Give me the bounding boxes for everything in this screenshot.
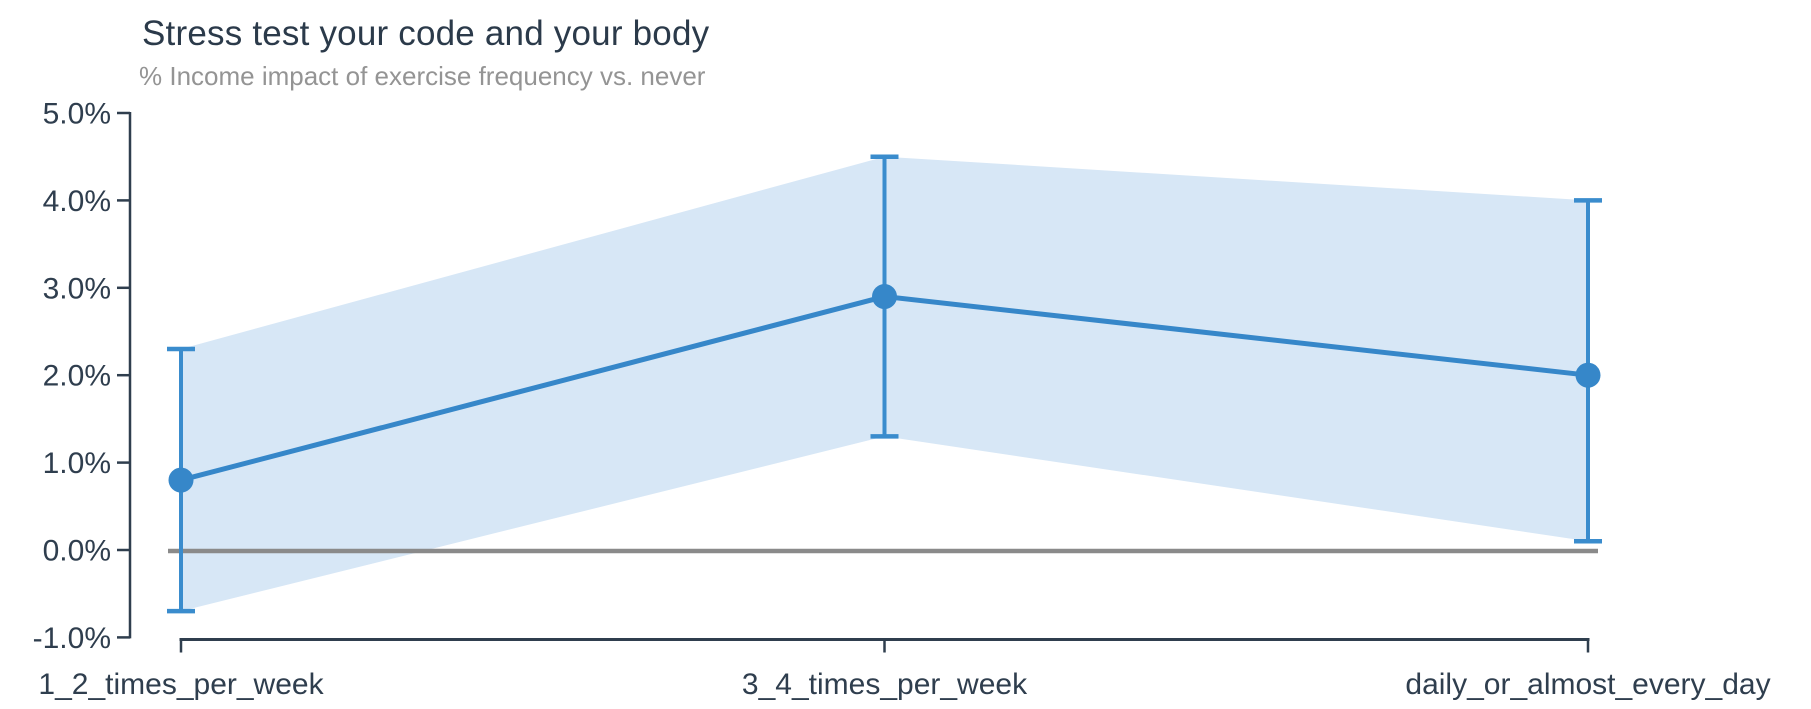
data-point: [168, 467, 194, 493]
x-tick-label: daily_or_almost_every_day: [1405, 668, 1770, 701]
y-tick-label: 0.0%: [43, 535, 111, 568]
data-point: [1575, 362, 1601, 388]
data-point: [872, 284, 897, 310]
y-tick-label: 5.0%: [43, 98, 111, 131]
y-tick-label: -1.0%: [33, 622, 111, 655]
x-tick-label: 1_2_times_per_week: [38, 668, 324, 701]
y-tick-label: 2.0%: [43, 360, 111, 393]
y-tick-label: 1.0%: [43, 447, 111, 480]
x-tick-label: 3_4_times_per_week: [742, 668, 1028, 701]
chart-subtitle: % Income impact of exercise frequency vs…: [139, 61, 706, 91]
y-tick-label: 3.0%: [43, 272, 111, 305]
y-tick-label: 4.0%: [43, 185, 111, 218]
chart-title: Stress test your code and your body: [142, 14, 710, 53]
